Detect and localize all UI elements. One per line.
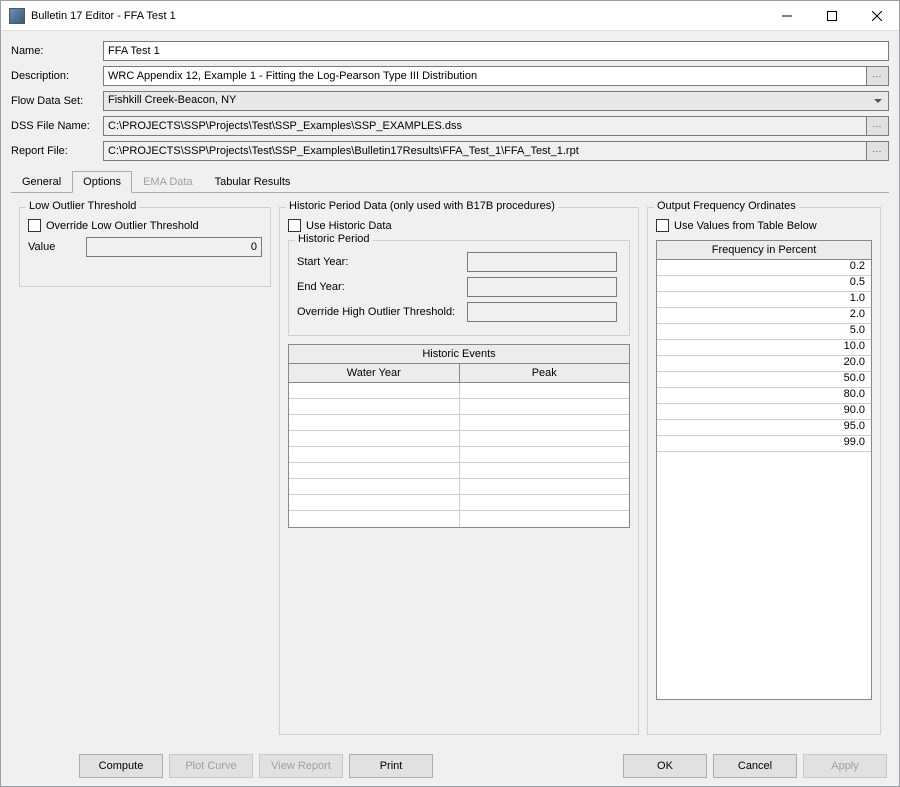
view-report-button: View Report [259, 754, 343, 778]
frequency-header: Frequency in Percent [657, 241, 871, 260]
start-year-label: Start Year: [297, 256, 467, 268]
tab-tabular-results[interactable]: Tabular Results [204, 171, 302, 193]
end-year-label: End Year: [297, 281, 467, 293]
checkbox-icon [656, 219, 669, 232]
override-low-outlier-label: Override Low Outlier Threshold [46, 220, 199, 232]
report-label: Report File: [11, 145, 103, 157]
minimize-button[interactable] [764, 1, 809, 30]
description-browse-button[interactable]: ⋯ [867, 66, 889, 86]
output-frequency-group: Output Frequency Ordinates Use Values fr… [647, 207, 881, 735]
ok-button[interactable]: OK [623, 754, 707, 778]
report-file-input[interactable] [103, 141, 867, 161]
checkbox-icon [28, 219, 41, 232]
frequency-row[interactable]: 99.0 [657, 436, 871, 452]
frequency-row[interactable]: 95.0 [657, 420, 871, 436]
table-row[interactable] [289, 479, 629, 495]
frequency-row[interactable]: 10.0 [657, 340, 871, 356]
description-input[interactable] [103, 66, 867, 86]
historic-events-title: Historic Events [289, 345, 629, 364]
options-panel: Low Outlier Threshold Override Low Outli… [11, 193, 889, 740]
frequency-row[interactable]: 50.0 [657, 372, 871, 388]
output-title: Output Frequency Ordinates [654, 200, 799, 212]
use-historic-checkbox[interactable]: Use Historic Data [288, 219, 630, 232]
table-row[interactable] [289, 463, 629, 479]
low-outlier-group: Low Outlier Threshold Override Low Outli… [19, 207, 271, 287]
col-peak: Peak [460, 364, 630, 382]
flow-dataset-value: Fishkill Creek-Beacon, NY [108, 94, 236, 106]
historic-period-group: Historic Period Data (only used with B17… [279, 207, 639, 735]
use-values-label: Use Values from Table Below [674, 220, 817, 232]
low-outlier-value-label: Value [28, 241, 86, 253]
app-window: Bulletin 17 Editor - FFA Test 1 Name: De… [0, 0, 900, 787]
print-button[interactable]: Print [349, 754, 433, 778]
start-year-input [467, 252, 617, 272]
table-row[interactable] [289, 383, 629, 399]
use-values-checkbox[interactable]: Use Values from Table Below [656, 219, 872, 232]
override-high-input [467, 302, 617, 322]
frequency-grid[interactable]: Frequency in Percent 0.20.51.02.05.010.0… [656, 240, 872, 700]
flow-dataset-combo[interactable]: Fishkill Creek-Beacon, NY [103, 91, 889, 111]
window-title: Bulletin 17 Editor - FFA Test 1 [31, 10, 764, 22]
maximize-button[interactable] [809, 1, 854, 30]
dss-label: DSS File Name: [11, 120, 103, 132]
frequency-row[interactable]: 90.0 [657, 404, 871, 420]
frequency-row[interactable]: 5.0 [657, 324, 871, 340]
historic-period-title: Historic Period [295, 233, 373, 245]
frequency-row[interactable]: 1.0 [657, 292, 871, 308]
plot-curve-button: Plot Curve [169, 754, 253, 778]
table-row[interactable] [289, 399, 629, 415]
checkbox-icon [288, 219, 301, 232]
table-row[interactable] [289, 415, 629, 431]
tab-options[interactable]: Options [72, 171, 132, 193]
table-row[interactable] [289, 447, 629, 463]
cancel-button[interactable]: Cancel [713, 754, 797, 778]
tab-general[interactable]: General [11, 171, 72, 193]
form-area: Name: Description: ⋯ Flow Data Set: Fish… [1, 31, 899, 166]
tab-strip: General Options EMA Data Tabular Results [11, 170, 889, 193]
frequency-row[interactable]: 2.0 [657, 308, 871, 324]
flow-label: Flow Data Set: [11, 95, 103, 107]
frequency-row[interactable]: 0.5 [657, 276, 871, 292]
table-row[interactable] [289, 511, 629, 527]
close-button[interactable] [854, 1, 899, 30]
apply-button: Apply [803, 754, 887, 778]
historic-events-grid[interactable]: Historic Events Water Year Peak [288, 344, 630, 528]
button-bar: Compute Plot Curve View Report Print OK … [1, 746, 899, 786]
name-input[interactable] [103, 41, 889, 61]
dss-file-input[interactable] [103, 116, 867, 136]
report-browse-button[interactable]: ⋯ [867, 141, 889, 161]
historic-title: Historic Period Data (only used with B17… [286, 200, 558, 212]
override-high-label: Override High Outlier Threshold: [297, 306, 467, 318]
tab-ema-data: EMA Data [132, 171, 204, 193]
app-icon [9, 8, 25, 24]
dss-browse-button[interactable]: ⋯ [867, 116, 889, 136]
frequency-row[interactable]: 20.0 [657, 356, 871, 372]
col-water-year: Water Year [289, 364, 460, 382]
description-label: Description: [11, 70, 103, 82]
low-outlier-value-input [86, 237, 262, 257]
end-year-input [467, 277, 617, 297]
name-label: Name: [11, 45, 103, 57]
override-low-outlier-checkbox[interactable]: Override Low Outlier Threshold [28, 219, 262, 232]
low-outlier-title: Low Outlier Threshold [26, 200, 139, 212]
table-row[interactable] [289, 495, 629, 511]
frequency-row[interactable]: 0.2 [657, 260, 871, 276]
use-historic-label: Use Historic Data [306, 220, 392, 232]
title-bar: Bulletin 17 Editor - FFA Test 1 [1, 1, 899, 31]
table-row[interactable] [289, 431, 629, 447]
historic-period-subgroup: Historic Period Start Year: End Year: Ov… [288, 240, 630, 336]
frequency-row[interactable]: 80.0 [657, 388, 871, 404]
compute-button[interactable]: Compute [79, 754, 163, 778]
